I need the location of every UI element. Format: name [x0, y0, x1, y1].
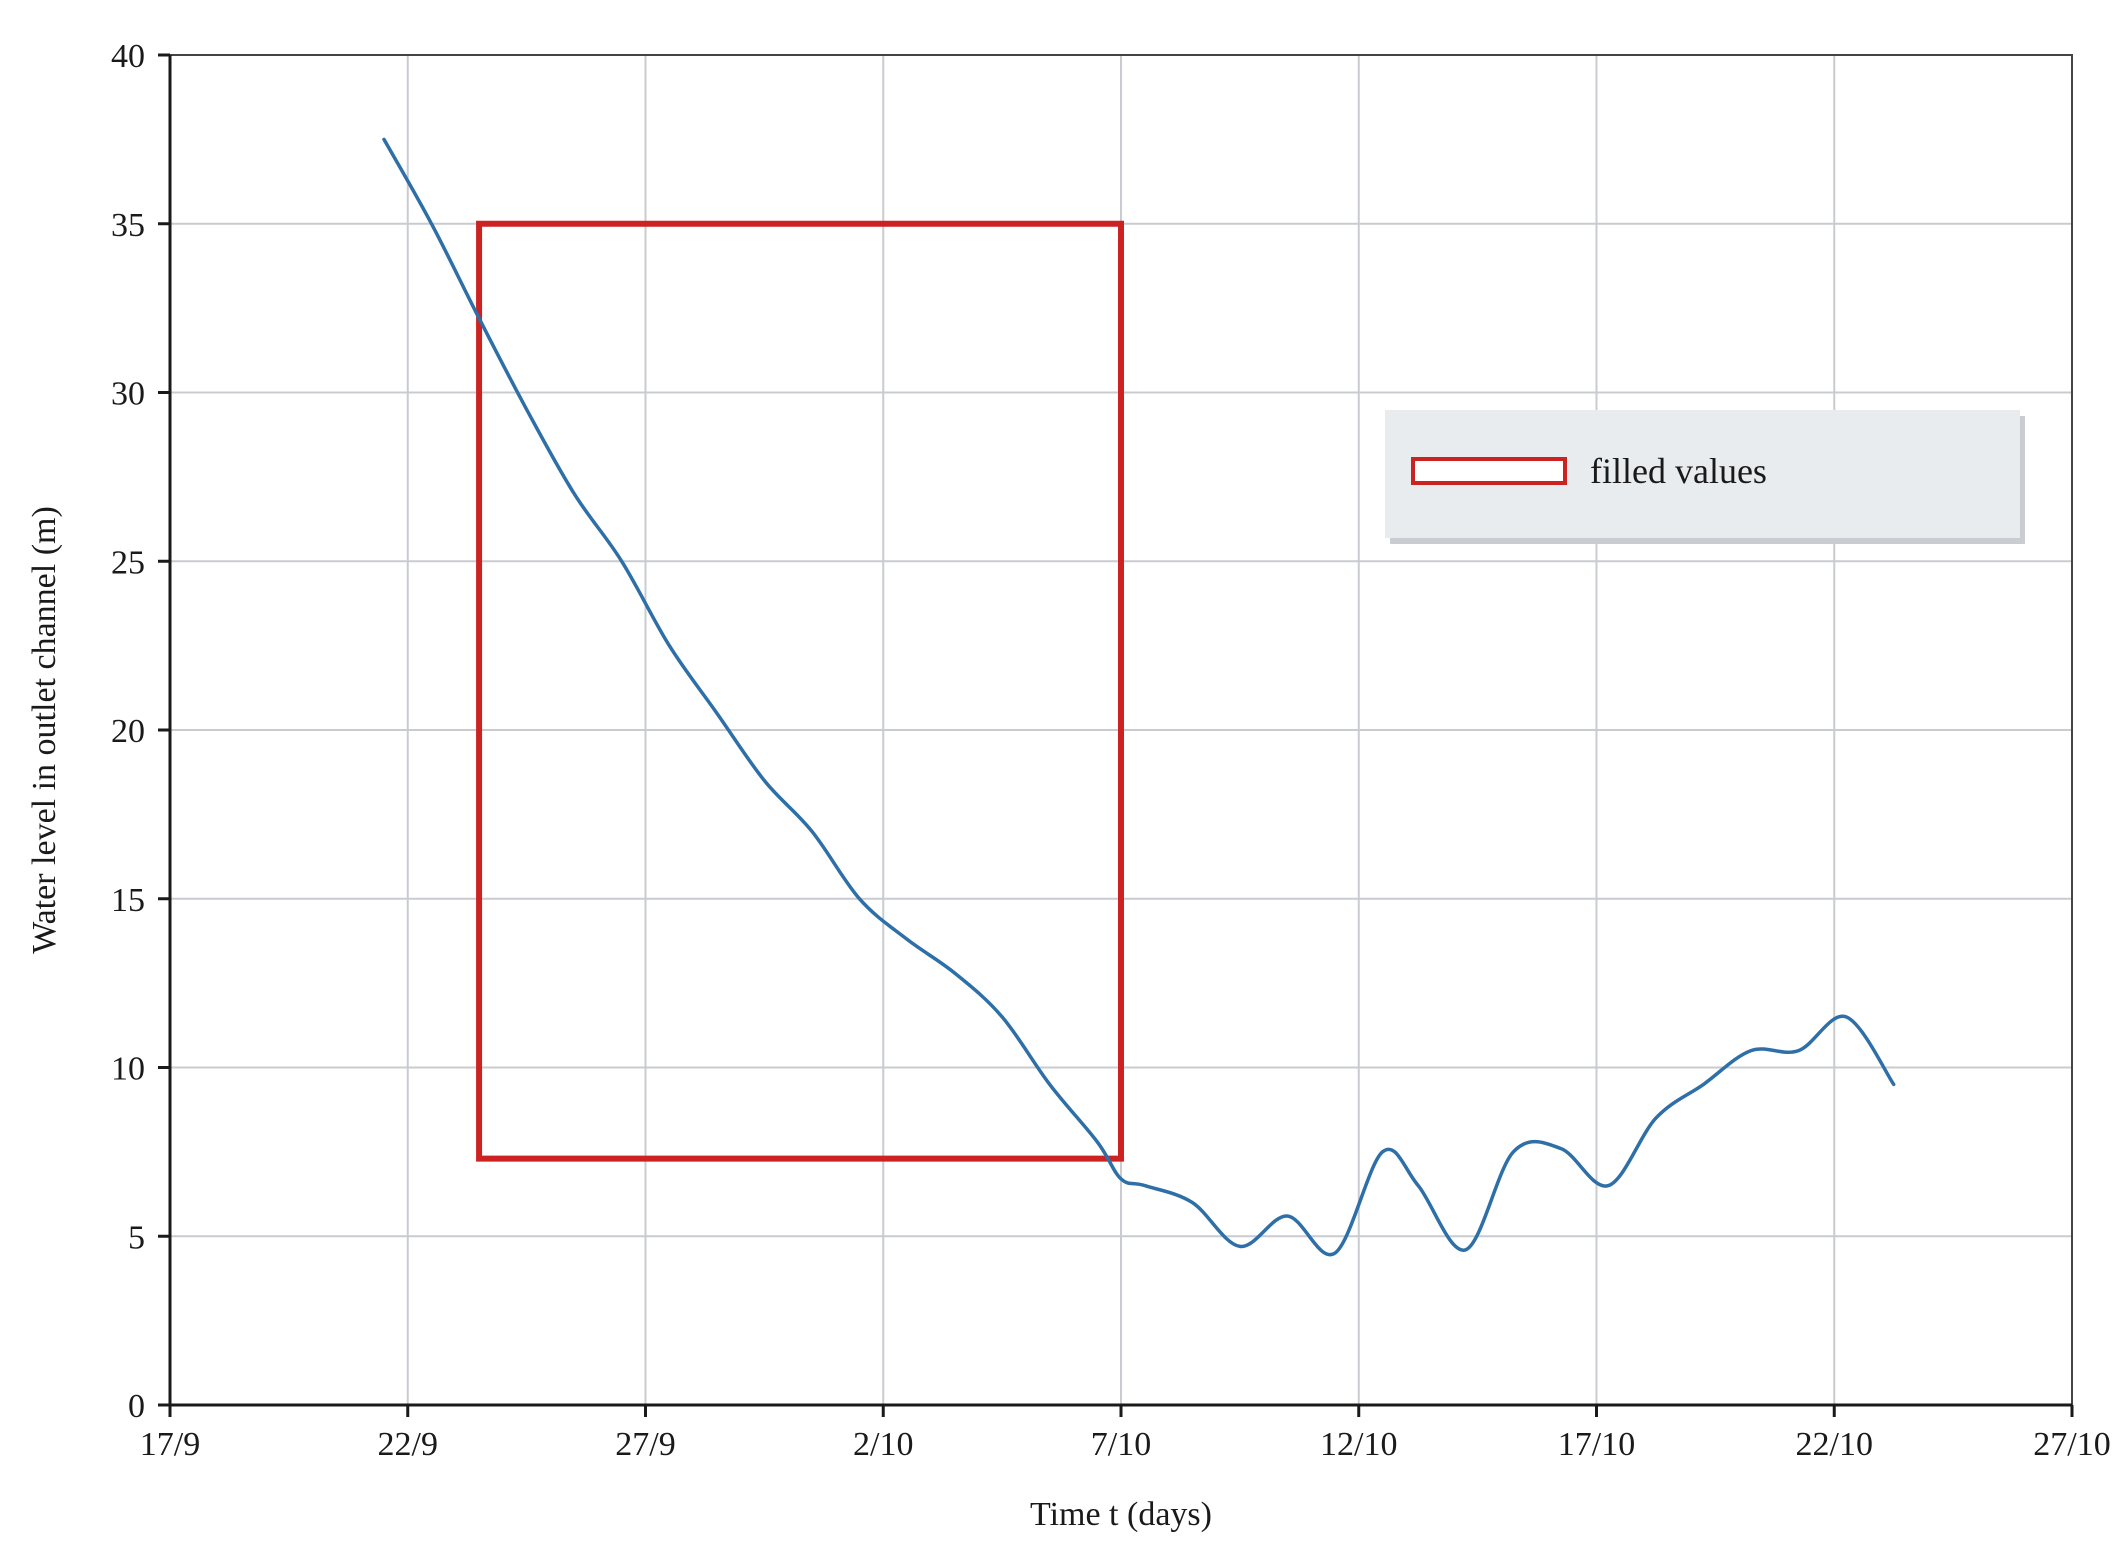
y-tick-label: 40	[111, 38, 145, 75]
x-tick-label: 17/9	[140, 1426, 200, 1463]
y-tick-label: 30	[111, 376, 145, 413]
y-tick-label: 0	[128, 1388, 145, 1425]
y-tick-label: 5	[128, 1219, 145, 1256]
tick-labels: 17/9 22/9 27/9 2/10 7/10 12/10 17/10 22/10 27/10…	[111, 38, 2111, 1463]
x-tick-label: 27/9	[615, 1426, 675, 1463]
axes	[158, 53, 2074, 1417]
x-tick-label: 22/9	[378, 1426, 438, 1463]
y-tick-label: 25	[111, 544, 145, 581]
legend: filled values	[1385, 410, 2025, 544]
y-tick-label: 35	[111, 207, 145, 244]
legend-swatch-filled-values	[1411, 457, 1567, 485]
filled-values-box	[476, 220, 1124, 1162]
legend-label-filled-values: filled values	[1590, 451, 1767, 491]
x-tick-label: 2/10	[853, 1426, 913, 1463]
x-tick-label: 12/10	[1320, 1426, 1397, 1463]
y-tick-label: 20	[111, 713, 145, 750]
x-axis-title: Time t (days)	[1030, 1496, 1212, 1533]
series-layer	[382, 137, 1896, 1257]
x-tick-label: 22/10	[1796, 1426, 1873, 1463]
x-tick-label: 7/10	[1091, 1426, 1151, 1463]
series-line	[382, 137, 1896, 1257]
highlight-box-layer	[476, 220, 1124, 1162]
x-tick-label: 17/10	[1558, 1426, 1635, 1463]
y-axis-title: Water level in outlet channel (m)	[26, 506, 63, 954]
y-tick-label: 10	[111, 1051, 145, 1088]
y-tick-label: 15	[111, 882, 145, 919]
x-tick-label: 27/10	[2033, 1426, 2110, 1463]
